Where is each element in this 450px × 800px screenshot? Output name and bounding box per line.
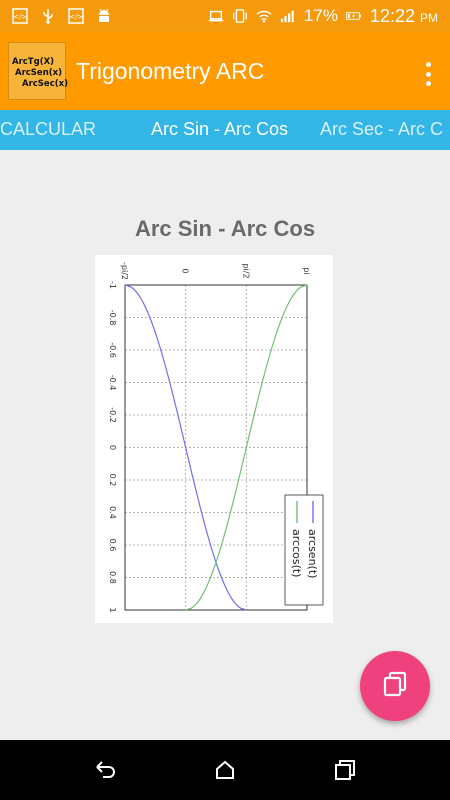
system-status: 17% 12:22 PM — [208, 0, 438, 32]
navigation-bar — [0, 740, 450, 800]
copy-fab[interactable] — [360, 651, 430, 721]
tab-indicator — [142, 146, 308, 150]
tab-arc-sin-arc-cos[interactable]: Arc Sin - Arc Cos — [151, 119, 289, 139]
tick-label: -0.6 — [108, 342, 117, 358]
recents-icon[interactable] — [333, 758, 357, 782]
wifi-icon — [256, 8, 272, 24]
tab-arc-sec-arc-csc[interactable]: Arc Sec - Arc C — [320, 119, 444, 139]
tab-calcular[interactable]: CALCULAR — [0, 119, 97, 139]
vibrate-icon — [232, 8, 248, 24]
logo-line: ArcSec(x) — [22, 79, 68, 89]
chart: -1 -0.8 -0.6 -0.4 -0.2 0 0.2 0.4 0.6 0.8 1 -pi/2 0 pi… — [108, 262, 324, 613]
app-bar: ArcTg(X) ArcSen(x) ArcSec(x) Trigonometr… — [0, 32, 450, 110]
android-icon — [96, 8, 112, 24]
svg-text:</>: </> — [13, 13, 27, 21]
usb-icon — [40, 8, 56, 24]
tick-label: 1 — [108, 607, 117, 612]
tick-label: -1 — [108, 281, 117, 289]
tick-label: -pi/2 — [120, 262, 129, 280]
code-icon: </> — [12, 8, 28, 24]
logo-line: ArcTg(X) — [12, 57, 55, 67]
tick-label: 0 — [181, 268, 190, 273]
tick-label: 0.8 — [108, 571, 117, 584]
laptop-icon — [208, 8, 224, 24]
back-icon[interactable] — [93, 758, 117, 782]
battery-percent: 17% — [303, 6, 338, 25]
code-icon: </> — [68, 8, 84, 24]
status-bar: </> </> 17% 12:22 PM — [0, 0, 450, 32]
clock: 12:22 PM — [369, 5, 438, 26]
series-line-arccos(t) — [185, 284, 308, 611]
tick-label: 0.6 — [108, 539, 117, 552]
tick-label: pi/2 — [241, 263, 250, 278]
app-logo: ArcTg(X) ArcSen(x) ArcSec(x) — [8, 42, 68, 100]
tick-label: pi — [302, 267, 311, 274]
overflow-menu-icon[interactable] — [424, 62, 432, 86]
copy-icon — [381, 670, 409, 703]
content-title: Arc Sin - Arc Cos — [134, 216, 316, 241]
legend-label: arccos(t) — [290, 529, 303, 577]
notification-icons: </> </> — [0, 8, 112, 24]
tick-label: 0 — [108, 445, 117, 450]
tab-bar: CALCULAR Arc Sin - Arc Cos Arc Sec - Arc… — [0, 110, 450, 150]
tick-label: 0.2 — [108, 474, 117, 487]
tick-label: 0.4 — [108, 506, 117, 519]
home-icon[interactable] — [213, 758, 237, 782]
signal-icon — [280, 8, 296, 24]
app-title: Trigonometry ARC — [76, 57, 265, 84]
tick-label: -0.4 — [108, 375, 117, 391]
svg-text:</>: </> — [69, 13, 83, 21]
legend-label: arcsen(t) — [306, 529, 319, 578]
legend-box — [284, 494, 324, 606]
tick-label: -0.8 — [108, 310, 117, 326]
series-line-arcsen(t) — [124, 284, 247, 611]
tick-label: -0.2 — [108, 407, 117, 423]
chart-image: -1 -0.8 -0.6 -0.4 -0.2 0 0.2 0.4 0.6 0.8 1 -pi/2 0 pi… — [95, 255, 333, 623]
logo-line: ArcSen(x) — [15, 68, 62, 78]
plot-frame — [124, 284, 308, 611]
battery-charging-icon — [346, 8, 362, 24]
